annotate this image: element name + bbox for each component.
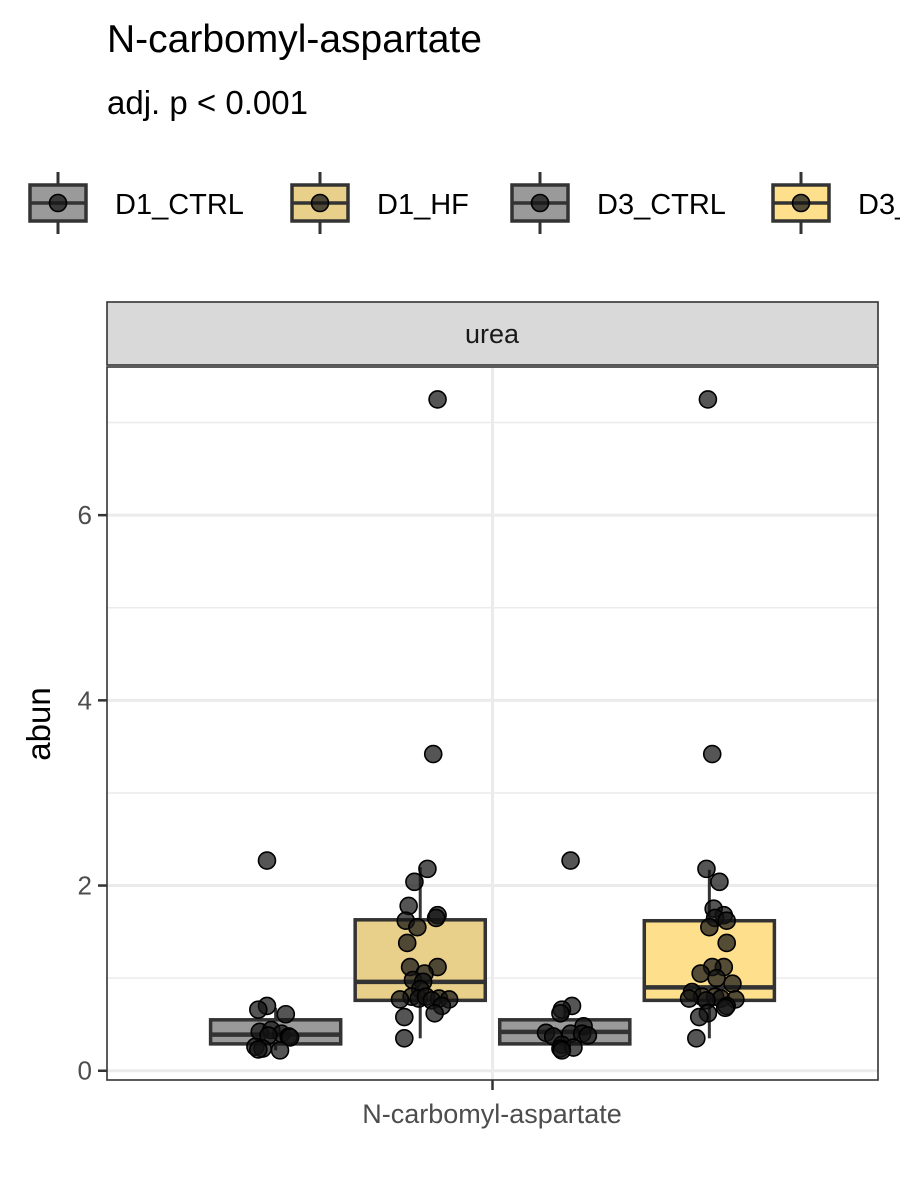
data-point xyxy=(390,990,410,1009)
data-point xyxy=(399,896,418,916)
data-points xyxy=(246,390,745,1060)
legend-key-point xyxy=(310,193,330,213)
data-point xyxy=(707,968,726,988)
data-point xyxy=(698,390,718,409)
data-point xyxy=(423,744,443,764)
data-point xyxy=(687,1029,706,1048)
data-point xyxy=(679,989,699,1008)
data-point xyxy=(561,851,580,870)
data-point xyxy=(397,933,417,953)
legend-label: D3_HF xyxy=(858,189,900,221)
y-tick-label: 6 xyxy=(78,500,92,530)
data-point xyxy=(257,851,277,870)
data-point xyxy=(428,390,447,409)
data-point xyxy=(578,1026,598,1045)
legend-key-point xyxy=(48,193,68,213)
data-point xyxy=(405,872,424,892)
data-point xyxy=(702,744,722,764)
data-point xyxy=(276,1004,296,1024)
x-tick-label: N-carbomyl-aspartate xyxy=(362,1099,622,1129)
data-point xyxy=(425,1004,444,1023)
legend: D1_CTRL D1_HF D3_CTRL D3_HF xyxy=(28,172,900,234)
legend-key-point xyxy=(530,193,550,213)
data-point xyxy=(249,1040,268,1059)
legend-key-point xyxy=(791,193,811,213)
chart-subtitle: adj. p < 0.001 xyxy=(107,84,308,121)
data-point xyxy=(270,1041,290,1060)
data-point xyxy=(710,872,729,892)
legend-label: D3_CTRL xyxy=(597,189,726,221)
legend-item-d1-hf: D1_HF xyxy=(290,172,469,234)
legend-item-d3-hf: D3_HF xyxy=(771,172,900,234)
data-point xyxy=(723,974,742,993)
legend-item-d3-ctrl: D3_CTRL xyxy=(510,172,726,234)
chart-title: N-carbomyl-aspartate xyxy=(107,18,482,61)
data-point xyxy=(700,917,719,937)
facet-strip-label: urea xyxy=(465,319,520,349)
y-tick-label: 0 xyxy=(78,1056,92,1086)
data-point xyxy=(408,917,427,937)
grid-lines xyxy=(107,367,878,1080)
data-point xyxy=(280,1028,300,1047)
legend-item-d1-ctrl: D1_CTRL xyxy=(28,172,244,234)
legend-label: D1_CTRL xyxy=(115,189,244,221)
axes: 0 2 4 6 xyxy=(78,500,494,1090)
data-point xyxy=(717,911,736,931)
data-point xyxy=(395,1007,414,1027)
data-point xyxy=(691,964,710,983)
data-point xyxy=(418,859,437,879)
data-point xyxy=(426,908,446,928)
y-tick-label: 4 xyxy=(78,685,92,715)
data-point xyxy=(551,1004,570,1023)
y-tick-label: 2 xyxy=(78,871,92,901)
y-axis-label: abun xyxy=(20,687,57,760)
legend-label: D1_HF xyxy=(377,189,469,221)
data-point xyxy=(552,1041,572,1060)
data-point xyxy=(697,859,716,879)
data-point xyxy=(715,998,735,1018)
data-point xyxy=(395,1029,414,1048)
facet-strip xyxy=(106,301,879,366)
data-point xyxy=(717,933,736,953)
data-point xyxy=(689,1007,709,1027)
data-point xyxy=(249,1000,268,1019)
